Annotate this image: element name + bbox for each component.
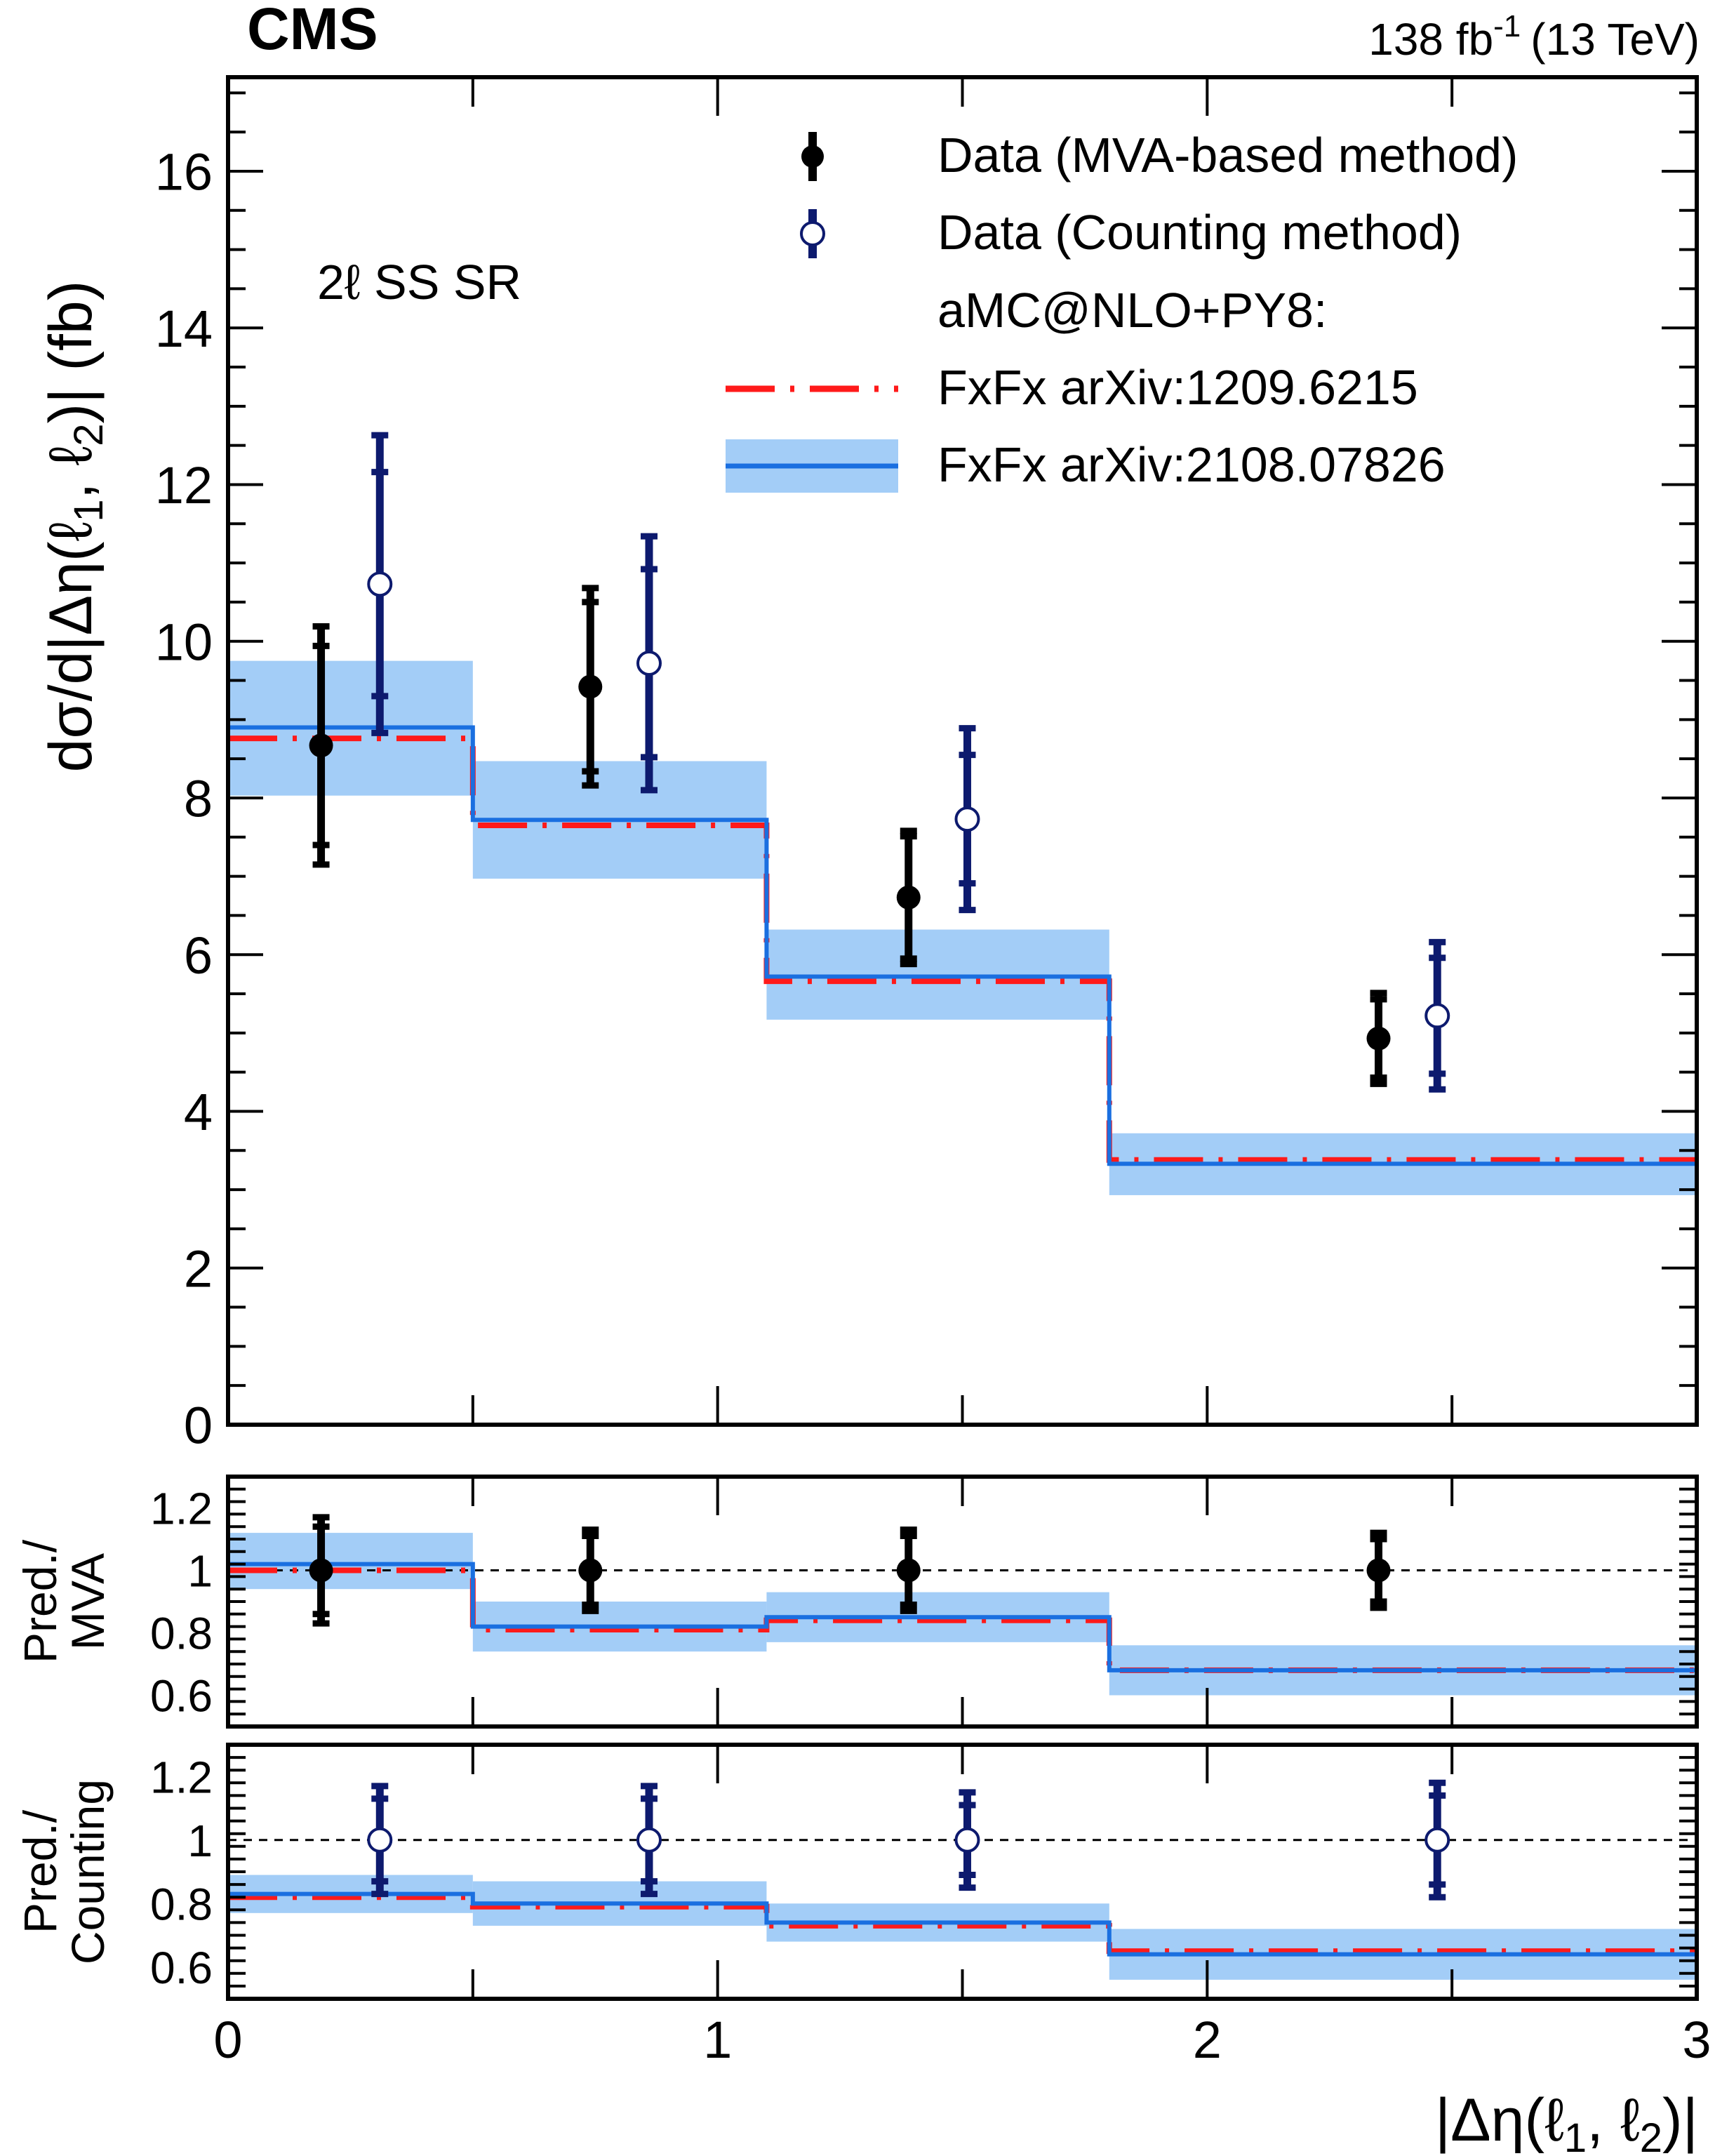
x-axis-title: |Δη(ℓ1, ℓ2)| bbox=[1435, 2087, 1698, 2156]
ytick-label: 10 bbox=[155, 613, 213, 671]
xtick-label: 0 bbox=[213, 2011, 242, 2069]
ytick-label: 6 bbox=[184, 926, 213, 985]
x-axis-title-part: )| bbox=[1662, 2087, 1698, 2154]
ytick-label: 1 bbox=[187, 1546, 213, 1597]
point-mva-3 bbox=[896, 885, 921, 910]
y-axis-title-part: )| (fb) bbox=[37, 281, 105, 424]
ytick-label: 16 bbox=[155, 143, 213, 201]
point-mva-2 bbox=[578, 674, 603, 699]
point-mva-4 bbox=[1366, 1558, 1391, 1583]
point-mva-4 bbox=[1366, 1026, 1391, 1051]
ratio-y-title-line: Pred./ bbox=[14, 1809, 66, 1934]
experiment-label: CMS bbox=[247, 0, 378, 62]
legend-generator-label: aMC@NLO+PY8: bbox=[937, 283, 1327, 338]
y-axis-title-part: dσ/d|Δη(ℓ bbox=[37, 522, 105, 773]
legend-old-fxfx-label: FxFx arXiv:1209.6215 bbox=[937, 360, 1418, 415]
x-axis-title-part: 2 bbox=[1640, 2115, 1662, 2156]
point-counting-1 bbox=[367, 1827, 393, 1853]
step-fxfx-2108 bbox=[228, 1562, 1697, 1672]
y-axis-title-part: 2 bbox=[66, 424, 112, 446]
ytick-label: 0 bbox=[184, 1397, 213, 1455]
point-counting-4 bbox=[1424, 1827, 1450, 1853]
xtick-label: 2 bbox=[1193, 2011, 1222, 2069]
x-axis-title-part: 1 bbox=[1564, 2115, 1587, 2156]
ytick-label: 2 bbox=[184, 1239, 213, 1298]
point-mva-1 bbox=[309, 733, 333, 758]
legend-mva-marker bbox=[801, 132, 824, 181]
band-bin-1 bbox=[228, 1533, 473, 1590]
ytick-label: 0.8 bbox=[150, 1879, 213, 1929]
point-counting-1 bbox=[367, 571, 393, 597]
legend-mva-label: Data (MVA-based method) bbox=[937, 128, 1518, 182]
legend-counting-label: Data (Counting method) bbox=[937, 205, 1462, 260]
ytick-label: 4 bbox=[184, 1083, 213, 1141]
x-axis-title-part: , ℓ bbox=[1587, 2087, 1640, 2154]
ytick-label: 0.6 bbox=[150, 1671, 213, 1722]
y-axis-title: dσ/d|Δη(ℓ1, ℓ2)| (fb) bbox=[37, 281, 112, 773]
point-counting-4 bbox=[1424, 1003, 1450, 1029]
y-axis-title-part: , ℓ bbox=[37, 446, 105, 500]
region-label: 2ℓ SS SR bbox=[317, 255, 521, 310]
legend: Data (MVA-based method) Data (Counting m… bbox=[726, 128, 1518, 493]
ytick-label: 1 bbox=[187, 1816, 213, 1866]
step-fxfx-2108 bbox=[228, 1891, 1697, 1957]
point-counting-2 bbox=[636, 650, 662, 676]
ytick-label: 1.2 bbox=[150, 1752, 213, 1802]
ytick-label: 0.8 bbox=[150, 1609, 213, 1659]
xtick-label: 3 bbox=[1682, 2011, 1711, 2069]
point-mva-3 bbox=[896, 1558, 921, 1583]
ytick-label: 8 bbox=[184, 770, 213, 828]
panel-ratio_mva: 0.6 0.8 1 1.2 Pred./MVA bbox=[14, 1475, 1699, 1729]
ratio-y-title-line: Pred./ bbox=[14, 1539, 66, 1663]
ratio-y-title-line: Counting bbox=[62, 1779, 114, 1964]
point-counting-3 bbox=[954, 1827, 980, 1853]
point-counting-3 bbox=[954, 806, 980, 832]
step-fxfx-2108 bbox=[228, 725, 1697, 1166]
ytick-label: 14 bbox=[155, 300, 213, 358]
legend-counting-marker bbox=[800, 209, 825, 258]
y-axis-title-part: 1 bbox=[66, 499, 112, 521]
x-axis-title-part: |Δη(ℓ bbox=[1435, 2087, 1564, 2154]
point-counting-2 bbox=[636, 1827, 662, 1853]
legend-new-fxfx-label: FxFx arXiv:2108.07826 bbox=[937, 437, 1446, 492]
ytick-label: 12 bbox=[155, 456, 213, 514]
ytick-label: 1.2 bbox=[150, 1484, 213, 1534]
point-mva-1 bbox=[309, 1558, 333, 1583]
xtick-label: 1 bbox=[703, 2011, 732, 2069]
ytick-label: 0.6 bbox=[150, 1943, 213, 1993]
lumi-exponent: -1 bbox=[1493, 9, 1521, 44]
energy-value: (13 TeV) bbox=[1530, 14, 1700, 65]
ratio-y-title-line: MVA bbox=[62, 1553, 114, 1650]
point-mva-2 bbox=[578, 1558, 603, 1583]
lumi-label: 138 fb-1 (13 TeV) bbox=[1368, 9, 1700, 65]
lumi-value: 138 fb bbox=[1368, 14, 1493, 65]
